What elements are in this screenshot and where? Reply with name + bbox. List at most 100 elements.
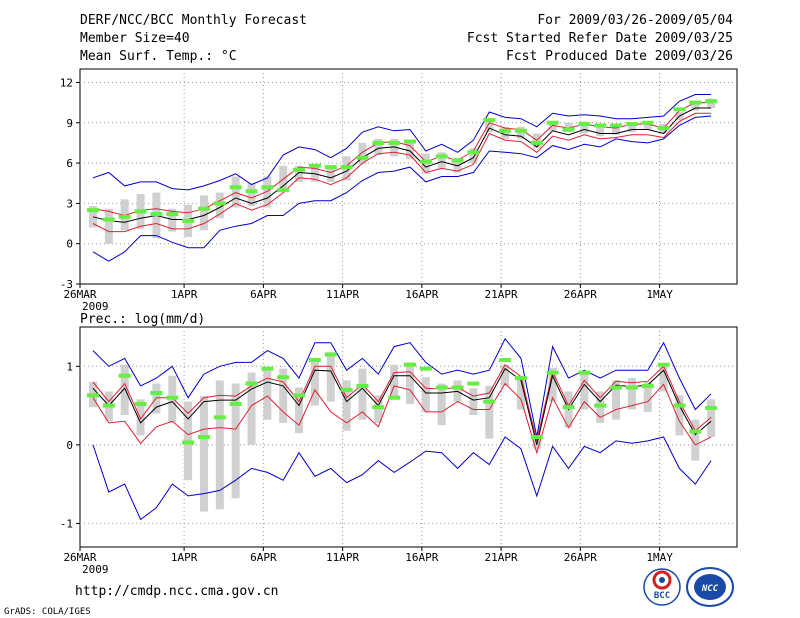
temp-ensemble-marker [293, 167, 306, 172]
prec-ensemble-marker [324, 352, 337, 357]
prec-ensemble-marker [514, 376, 527, 381]
ncc-logo-globe-icon [694, 574, 726, 600]
temp-ensemble-marker [625, 122, 638, 127]
prec-ensemble-marker [419, 366, 432, 371]
temp-ensemble-marker [340, 165, 353, 170]
temp-upper-line [92, 102, 712, 217]
bcc-logo: BCC [643, 568, 681, 606]
temp-xtick-label: 16APR [405, 288, 438, 301]
prec-ensemble-marker [530, 435, 543, 439]
prec-spread-box [469, 388, 478, 415]
refer-date: Fcst Started Refer Date 2009/03/25 [467, 31, 733, 46]
temp-spread-box [627, 122, 636, 133]
grads-credit: GrADS: COLA/IGES [4, 607, 91, 617]
temp-ensemble-marker [182, 218, 195, 223]
temp-spread-box [310, 167, 319, 182]
temp-ensemble-marker [641, 120, 654, 125]
prec-spread-box [136, 399, 145, 436]
temp-ensemble-marker [87, 208, 99, 213]
temp-ytick-label: -3 [60, 278, 73, 291]
prec-year-label: 2009 [82, 563, 109, 576]
prec-ensemble-marker [594, 403, 607, 408]
temp-ensemble-marker [689, 100, 702, 105]
temp-ensemble-marker [546, 120, 559, 125]
temp-spread-box [199, 195, 208, 231]
prec-spread-box [675, 395, 684, 436]
prec-spread-box [342, 380, 351, 431]
temp-ensemble-marker [404, 139, 416, 144]
prec-ensemble-marker [372, 405, 385, 410]
prec-ensemble-marker [562, 405, 575, 410]
prec-ytick-label: 1 [66, 360, 73, 373]
variable-label: Mean Surf. Temp.: °C [80, 49, 237, 64]
prec-max-line [92, 337, 712, 438]
temp-ensemble-marker [197, 206, 210, 211]
temp-ensemble-marker [166, 212, 179, 217]
temp-spread-box [532, 133, 541, 149]
temp-ytick-label: 3 [66, 197, 73, 210]
bcc-logo-swirl-icon [652, 570, 672, 590]
temp-ytick-label: 0 [66, 238, 73, 251]
prec-spread-box [326, 352, 335, 402]
prec-ensemble-marker [657, 362, 670, 367]
temp-ensemble-marker [514, 128, 527, 133]
temp-spread-box [453, 157, 462, 173]
temp-spread-box [231, 176, 240, 208]
temp-xtick-label: 11APR [326, 288, 359, 301]
temp-ensemble-marker [372, 140, 385, 145]
temp-spread-box [564, 122, 573, 133]
temp-spread-box [104, 208, 113, 244]
prec-ensemble-marker [182, 440, 195, 445]
temp-ensemble-marker [673, 107, 686, 112]
temp-ensemble-marker [467, 150, 480, 155]
temp-spread-box [247, 183, 256, 207]
prec-spread-box [358, 368, 367, 420]
prec-spread-box [421, 377, 430, 412]
prec-ensemble-marker [546, 370, 559, 375]
prec-ensemble-marker [483, 399, 496, 404]
temp-spread-box [374, 138, 383, 155]
prec-ensemble-marker [689, 429, 702, 434]
prec-ensemble-marker [404, 362, 416, 367]
temp-spread-box [516, 126, 525, 139]
prec-ensemble-marker [118, 373, 131, 378]
prec-ensemble-marker [578, 370, 591, 375]
prec-upper-line [92, 363, 712, 442]
temp-ensemble-marker [134, 209, 147, 214]
temp-ensemble-marker [277, 187, 290, 192]
temp-ensemble-marker [610, 123, 623, 128]
temp-ensemble-marker [530, 140, 543, 145]
prec-spread-box [279, 368, 288, 423]
prec-ensemble-marker [625, 385, 638, 390]
prec-spread-box [691, 419, 700, 461]
prec-ensemble-marker [293, 393, 306, 398]
prec-ytick-label: 0 [66, 439, 73, 452]
prec-spread-box [310, 360, 319, 406]
prec-spread-box [263, 370, 272, 420]
prec-ensemble-marker [150, 391, 163, 395]
temp-ensemble-marker [308, 163, 321, 168]
source-url[interactable]: http://cmdp.ncc.cma.gov.cn [75, 584, 279, 599]
temp-spread-box [596, 124, 605, 137]
prec-ensemble-marker [197, 435, 210, 439]
prec-xtick-label: 26APR [564, 551, 597, 564]
prec-spread-box [580, 372, 589, 410]
prec-ensemble-marker [610, 385, 623, 390]
prec-spread-box [231, 383, 240, 499]
temperature-panel: -3 0 3 6 9 12 26MAR 1APR 6APR 11APR 16APR 21APR 26AP… [60, 68, 738, 313]
prec-ensemble-marker [705, 405, 718, 410]
prec-spread-box [707, 399, 716, 437]
temp-spread-box [358, 142, 367, 165]
temp-ensemble-marker [261, 185, 274, 190]
prec-ensemble-marker [277, 375, 290, 380]
prec-spread-box [643, 382, 652, 412]
temp-ensemble-marker [419, 159, 432, 164]
temp-spread-box [580, 121, 589, 134]
temp-spread-box [390, 138, 399, 157]
temp-spread-box [548, 121, 557, 131]
temp-ensemble-marker [578, 122, 591, 127]
temp-ensemble-marker [435, 154, 448, 159]
prec-spread-box [501, 364, 510, 386]
precipitation-panel: -1 0 1 26MAR 1APR 6APR 11APR 16APR 21APR 26APR 1MA… [60, 326, 738, 576]
prec-ensemble-marker [641, 383, 654, 388]
